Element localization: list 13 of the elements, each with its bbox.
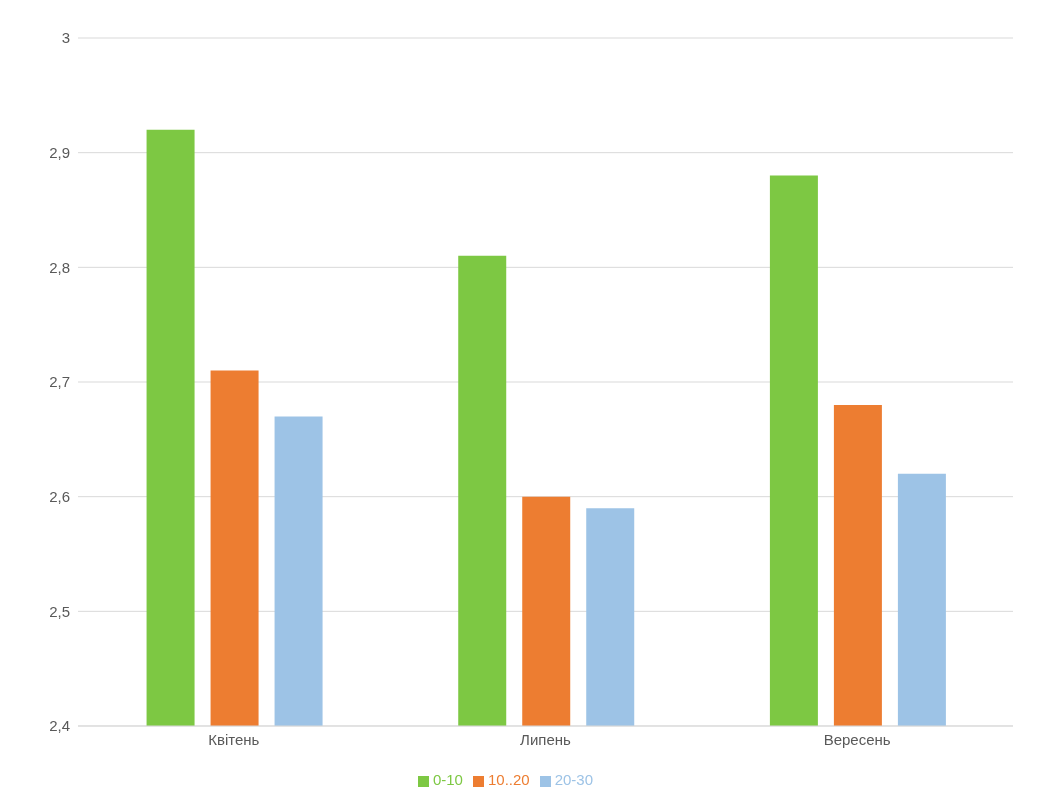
x-tick-label: Вересень [823, 730, 891, 748]
y-tick-label: 2,4 [49, 717, 70, 735]
y-tick-label: 2,7 [49, 373, 70, 391]
legend-label: 20-30 [554, 771, 594, 788]
y-tick-label: 2,6 [49, 487, 70, 505]
y-tick-label: 2,9 [49, 143, 70, 161]
legend-label: 10..20 [487, 771, 530, 788]
legend-label: 0-10 [432, 771, 463, 788]
x-tick-label: Липень [520, 730, 572, 748]
x-tick-label: Квітень [208, 730, 260, 748]
y-tick-label: 2,5 [49, 602, 70, 620]
y-tick-label: 3 [61, 29, 70, 47]
y-tick-label: 2,8 [49, 258, 70, 276]
